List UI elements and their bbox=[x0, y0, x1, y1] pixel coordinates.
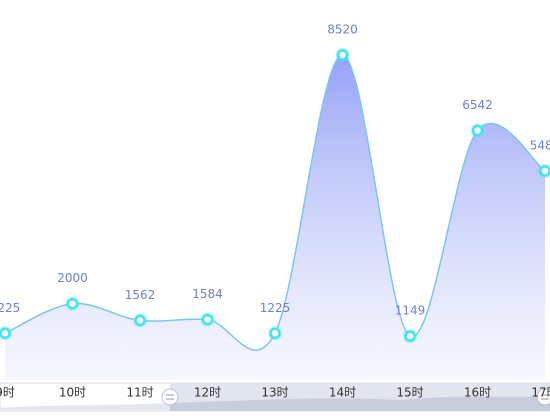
point bbox=[66, 297, 79, 310]
handle-circle[interactable] bbox=[161, 388, 179, 406]
value-label: 6542 bbox=[462, 98, 493, 112]
x-tick-label: 11时 bbox=[126, 386, 153, 400]
x-tick-label: 17时 bbox=[531, 386, 550, 400]
value-label: 5480 bbox=[530, 138, 550, 152]
handle-circle[interactable] bbox=[536, 388, 550, 406]
x-tick-label: 14时 bbox=[329, 386, 356, 400]
value-label: 2000 bbox=[57, 271, 88, 285]
zoom-handle[interactable] bbox=[161, 388, 179, 406]
x-tick-label: 15时 bbox=[396, 386, 423, 400]
point bbox=[201, 313, 214, 326]
point bbox=[134, 314, 146, 327]
x-tick-label: 16时 bbox=[464, 386, 491, 400]
x-tick-label: 10时 bbox=[59, 386, 86, 400]
point bbox=[471, 124, 484, 137]
value-label: 1225 bbox=[0, 301, 20, 315]
x-tick-label: 12时 bbox=[194, 386, 221, 400]
data-zoom[interactable] bbox=[0, 382, 550, 412]
point bbox=[336, 49, 349, 61]
x-tick-label: 9时 bbox=[0, 386, 15, 400]
point bbox=[539, 165, 550, 177]
value-label: 1584 bbox=[192, 287, 223, 301]
zoom-handle[interactable] bbox=[536, 388, 550, 406]
value-label: 8520 bbox=[327, 23, 358, 37]
x-tick-label: 13时 bbox=[261, 386, 288, 400]
value-label: 1149 bbox=[395, 304, 426, 318]
line bbox=[4, 54, 546, 351]
value-label: 1225 bbox=[260, 301, 291, 315]
point bbox=[0, 327, 11, 340]
area bbox=[5, 54, 545, 380]
zoom-preview bbox=[0, 403, 170, 411]
point bbox=[269, 327, 281, 340]
point bbox=[404, 330, 416, 342]
zoom-preview bbox=[170, 396, 550, 411]
value-label: 1562 bbox=[125, 288, 156, 302]
